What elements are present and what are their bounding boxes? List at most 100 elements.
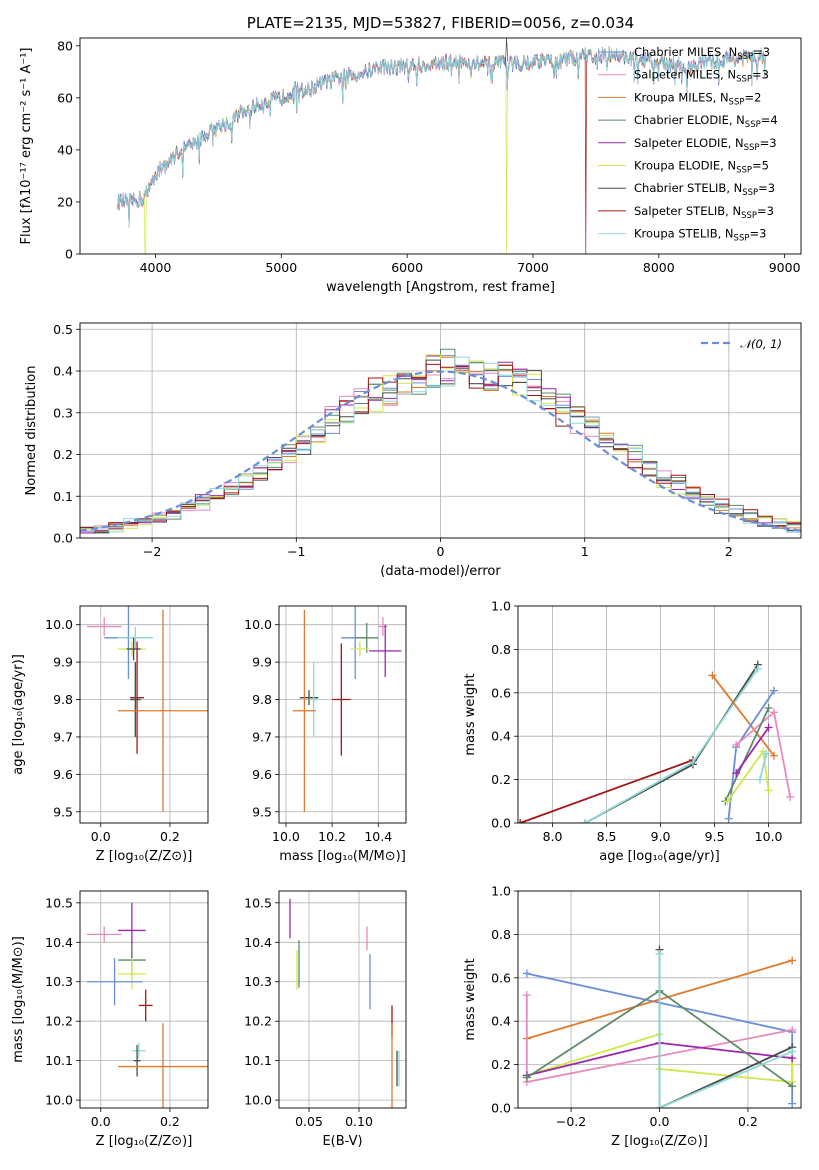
x-tick-label: 0.0 bbox=[650, 1114, 670, 1129]
weight-line-kroupa_miles bbox=[711, 674, 775, 757]
mass_vs_Z-plot-area bbox=[80, 891, 208, 1108]
mass_vs_Z-decor: 0.0 0.2 10.0 10.1 10.2 10.3 10.4 10.5 Z [log₁₀(Z… bbox=[11, 890, 209, 1149]
chart-title: PLATE=2135, MJD=53827, FIBERID=0056, z=0… bbox=[247, 14, 634, 32]
mass_vs_Z-content bbox=[86, 902, 208, 1108]
legend-label-count: =3 bbox=[760, 136, 777, 150]
legend-label-sub: SSP bbox=[734, 234, 750, 244]
y-tick-label: 9.5 bbox=[252, 804, 272, 819]
legend-label-sub: SSP bbox=[741, 211, 757, 221]
y-tick-label: 1.0 bbox=[491, 599, 511, 614]
residuals-decor: −2 −1 0 1 2 0.0 0.1 0.2 0.3 0.4 0.5 (data-model)/er… bbox=[24, 322, 802, 579]
axes-frame bbox=[79, 37, 802, 255]
mass_vs_ebv-axes: 0.05 0.10 10.0 10.1 10.2 10.3 10.4 10.5 E(B-V) bbox=[244, 890, 407, 1149]
legend-label-count: =2 bbox=[744, 90, 761, 104]
legend-label-normal: 𝒩(0, 1) bbox=[740, 337, 782, 351]
weight-marker-salpeter_miles bbox=[786, 792, 795, 801]
x-tick-label: 10.0 bbox=[755, 829, 783, 844]
legend-label-text: Kroupa MILES, N bbox=[634, 90, 729, 104]
y-tick-label: 10.3 bbox=[244, 974, 272, 989]
x-axis-label: Z [log₁₀(Z/Z⊙)] bbox=[611, 1134, 708, 1149]
weight-marker-salpeter_miles bbox=[522, 991, 531, 1000]
age_vs_mass-plot-area bbox=[279, 606, 406, 823]
legend-label-text: Chabrier MILES, N bbox=[634, 45, 737, 59]
x-tick-label: 10.4 bbox=[364, 829, 392, 844]
y-tick-label: 10.2 bbox=[244, 1014, 272, 1029]
y-tick-label: 10.5 bbox=[45, 895, 73, 910]
normal-curve bbox=[80, 370, 801, 532]
weight-marker-kroupa_miles bbox=[788, 956, 797, 965]
x-tick-label: 9000 bbox=[769, 260, 801, 275]
y-tick-label: 9.9 bbox=[53, 655, 73, 670]
y-tick-label: 10.0 bbox=[45, 617, 73, 632]
y-axis-label: age [log₁₀(age/yr)] bbox=[11, 654, 26, 775]
x-axis-label: age [log₁₀(age/yr)] bbox=[599, 849, 720, 864]
x-tick-label: 9.0 bbox=[651, 829, 671, 844]
x-tick-label: 8.5 bbox=[597, 829, 617, 844]
y-tick-label: 9.7 bbox=[252, 729, 272, 744]
weight-line-salpeter_stelib bbox=[519, 759, 694, 823]
spectrum-content bbox=[117, 38, 766, 254]
y-axis-label: mass weight bbox=[463, 958, 478, 1040]
x-axis-label: Z [log₁₀(Z/Z⊙)] bbox=[96, 1134, 193, 1149]
weight-marker-kroupa_miles bbox=[769, 751, 778, 760]
x-tick-label: 0 bbox=[437, 544, 445, 559]
y-axis-label: Flux [fλ10⁻¹⁷ erg cm⁻² s⁻¹ A⁻¹] bbox=[19, 48, 34, 245]
axes-frame bbox=[278, 605, 407, 824]
x-tick-label: 5000 bbox=[265, 260, 297, 275]
y-tick-label: 0.0 bbox=[491, 1101, 511, 1116]
x-tick-label: 10.0 bbox=[272, 829, 300, 844]
age_vs_Z-plot-area bbox=[80, 606, 208, 823]
errorbar-salpeter_stelib bbox=[332, 643, 351, 756]
spectrum-axes: 4000 5000 6000 7000 8000 9000 0 20 40 60 80 wavelen… bbox=[19, 37, 802, 295]
legend-label-salpeter_miles: Salpeter MILES, NSSP=3 bbox=[634, 68, 769, 85]
mass_vs_ebv-content bbox=[289, 898, 400, 1108]
y-tick-label: 0.2 bbox=[491, 772, 511, 787]
x-tick-label: 10.2 bbox=[318, 829, 346, 844]
histogram-kroupa_stelib bbox=[80, 356, 801, 533]
spectrum-line-kroupa_stelib bbox=[117, 46, 766, 227]
y-tick-label: 10.0 bbox=[244, 1093, 272, 1108]
weight-marker-kroupa_stelib bbox=[788, 1047, 797, 1056]
legend-label-chabrier_miles: Chabrier MILES, NSSP=3 bbox=[634, 45, 770, 62]
errorbar-salpeter_miles bbox=[378, 617, 388, 636]
legend-label-text: Chabrier STELIB, N bbox=[634, 181, 742, 195]
legend-label-sub: SSP bbox=[745, 120, 761, 130]
y-tick-label: 10.5 bbox=[244, 895, 272, 910]
residuals-content bbox=[80, 348, 801, 534]
weight-marker-chabrier_miles bbox=[724, 814, 733, 823]
x-tick-label: 0.2 bbox=[738, 1114, 758, 1129]
y-tick-label: 1.0 bbox=[491, 884, 511, 899]
weight-line-chabrier_stelib bbox=[658, 949, 793, 1108]
errorbar-chabrier_stelib bbox=[126, 637, 141, 661]
weight-marker-kroupa_stelib bbox=[753, 664, 762, 673]
x-axis-label: mass [log₁₀(M/M⊙)] bbox=[279, 849, 406, 864]
age_vs_mass-content bbox=[292, 606, 402, 812]
x-tick-label: 7000 bbox=[517, 260, 549, 275]
weight-marker-chabrier_miles bbox=[788, 1099, 797, 1108]
axes-frame bbox=[79, 890, 209, 1109]
x-tick-label: −1 bbox=[287, 544, 305, 559]
legend-label-sub: SSP bbox=[737, 52, 753, 62]
weight-line-kroupa_stelib bbox=[658, 953, 793, 1108]
weight-marker-salpeter_stelib bbox=[518, 819, 525, 823]
weight-marker-kroupa_miles bbox=[708, 671, 717, 680]
weight-marker-salpeter_elodie bbox=[732, 769, 741, 778]
y-tick-label: 40 bbox=[57, 142, 73, 157]
y-tick-label: 0.4 bbox=[53, 364, 73, 379]
legend-label-kroupa_elodie: Kroupa ELODIE, NSSP=5 bbox=[634, 159, 769, 176]
x-tick-label: 0.0 bbox=[91, 829, 111, 844]
weight-marker-chabrier_elodie bbox=[764, 703, 773, 712]
y-tick-label: 0.5 bbox=[53, 322, 73, 337]
legend-label-chabrier_elodie: Chabrier ELODIE, NSSP=4 bbox=[634, 113, 778, 130]
axes-frame bbox=[79, 605, 209, 824]
y-tick-label: 0.2 bbox=[53, 447, 73, 462]
y-tick-label: 10.4 bbox=[45, 935, 73, 950]
weight-line-chabrier_elodie bbox=[724, 707, 770, 802]
axes-frame bbox=[517, 890, 802, 1109]
y-tick-label: 80 bbox=[57, 38, 73, 53]
legend-label-text: Salpeter STELIB, N bbox=[634, 204, 741, 218]
legend-label-text: Kroupa STELIB, N bbox=[634, 227, 734, 241]
errorbar-kroupa_miles bbox=[118, 609, 208, 812]
weight-marker-kroupa_stelib bbox=[762, 749, 771, 758]
